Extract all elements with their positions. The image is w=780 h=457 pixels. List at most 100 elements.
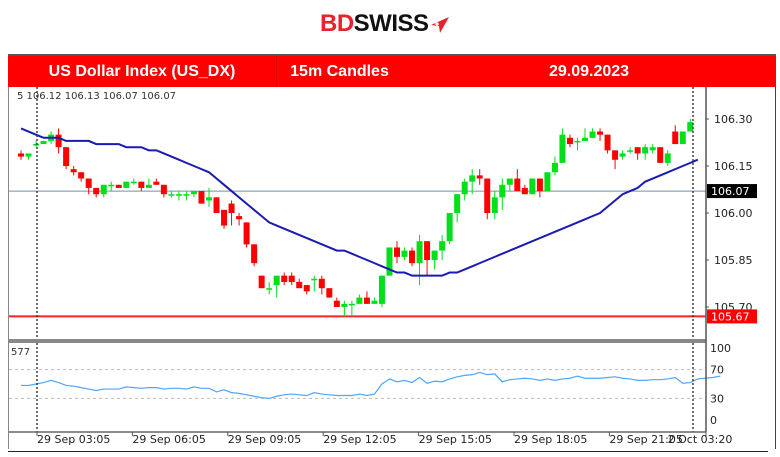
candle-body (311, 278, 318, 281)
candle-body (679, 131, 686, 145)
candle-body (559, 134, 566, 163)
candle-body (536, 178, 543, 192)
bdswiss-logo: BD SWISS (320, 10, 449, 37)
candle (348, 300, 355, 317)
candle (85, 178, 92, 195)
candle-body (55, 134, 62, 148)
candle-body (544, 172, 551, 192)
candle-body (296, 281, 303, 289)
candle-body (597, 131, 604, 135)
candle-body (642, 147, 649, 154)
candle-body (138, 181, 145, 188)
candle (619, 150, 626, 160)
candle (115, 184, 122, 188)
candle (198, 191, 205, 204)
candle-body (33, 144, 40, 146)
candle (356, 294, 363, 304)
candle (333, 297, 340, 307)
timeframe-label: 15m Candles (290, 62, 389, 80)
candle (130, 178, 137, 185)
candle-body (115, 184, 122, 188)
candle (303, 285, 310, 295)
candle (93, 187, 100, 198)
candle (559, 128, 566, 163)
logo-arrow-icon (430, 17, 449, 33)
candle (175, 191, 182, 201)
candle (627, 147, 634, 154)
candle (213, 197, 220, 213)
candle-body (363, 297, 370, 304)
candle (33, 140, 40, 148)
candle-body (687, 122, 694, 132)
candle (363, 291, 370, 304)
candle (183, 191, 190, 201)
rsi-pane (9, 369, 721, 400)
candle-body (574, 140, 581, 143)
candle-body (63, 147, 70, 166)
candle (258, 275, 265, 289)
candle (281, 272, 288, 286)
candle (521, 184, 528, 195)
candlestick-chart[interactable]: 5 106.12 106.13 106.07 106.07 106.30 106.… (9, 87, 775, 449)
candle-body (672, 131, 679, 145)
candle (266, 281, 273, 295)
candle (168, 191, 175, 198)
candle (221, 209, 228, 229)
candle (499, 178, 506, 210)
rsi-tick-label: 30 (710, 392, 724, 405)
candle (296, 278, 303, 289)
candle-body (221, 209, 228, 226)
candle (642, 144, 649, 160)
candle (454, 194, 461, 223)
candle-body (627, 150, 634, 152)
candle-body (70, 169, 77, 173)
candle (514, 169, 521, 192)
candle (589, 128, 596, 138)
rsi-label: 577 (11, 347, 30, 358)
candle-body (273, 275, 280, 286)
logo-part-bd: BD (320, 10, 354, 37)
candle (574, 137, 581, 151)
candle (664, 150, 671, 166)
price-tick-label: 106.30 (714, 113, 753, 126)
candle (446, 213, 453, 245)
candle (206, 187, 212, 207)
candle (371, 297, 378, 304)
time-tick-label: 29 Sep 09:05 (228, 433, 301, 446)
candle (476, 169, 483, 185)
candle-body (318, 278, 325, 289)
candle (228, 200, 235, 226)
candle (551, 156, 558, 176)
candle-body (551, 162, 558, 173)
logo-part-swiss: SWISS (353, 10, 429, 37)
candle (100, 184, 107, 198)
candle (439, 234, 446, 260)
price-tick-label: 106.15 (714, 160, 753, 173)
time-tick-label: 29 Sep 15:05 (419, 433, 492, 446)
candle (469, 169, 476, 195)
candle-body (348, 303, 355, 306)
instrument-label: US Dollar Index (US_DX) (8, 56, 277, 87)
candle (491, 191, 498, 220)
candle (566, 134, 573, 148)
candle (145, 178, 152, 188)
candle-body (499, 184, 506, 198)
candle-body (476, 175, 483, 179)
candle (582, 128, 588, 141)
candle-body (454, 194, 461, 213)
chart-frame: 5 106.12 106.13 106.07 106.07 106.30 106.… (8, 87, 776, 449)
candle-body (469, 175, 476, 182)
time-tick-label: 29 Sep 03:05 (37, 433, 110, 446)
price-tick-label: 106.00 (714, 207, 753, 220)
rsi-tick-label: 100 (710, 342, 731, 355)
candle (63, 147, 70, 170)
candle-body (168, 194, 175, 196)
candle-body (341, 303, 348, 307)
time-tick-label: 29 Sep 21:05 (609, 433, 682, 446)
candle (687, 119, 694, 132)
candle (612, 150, 619, 170)
moving-average-line (20, 127, 699, 277)
candle-body (243, 222, 250, 245)
candle (40, 140, 47, 145)
candle (484, 178, 491, 220)
